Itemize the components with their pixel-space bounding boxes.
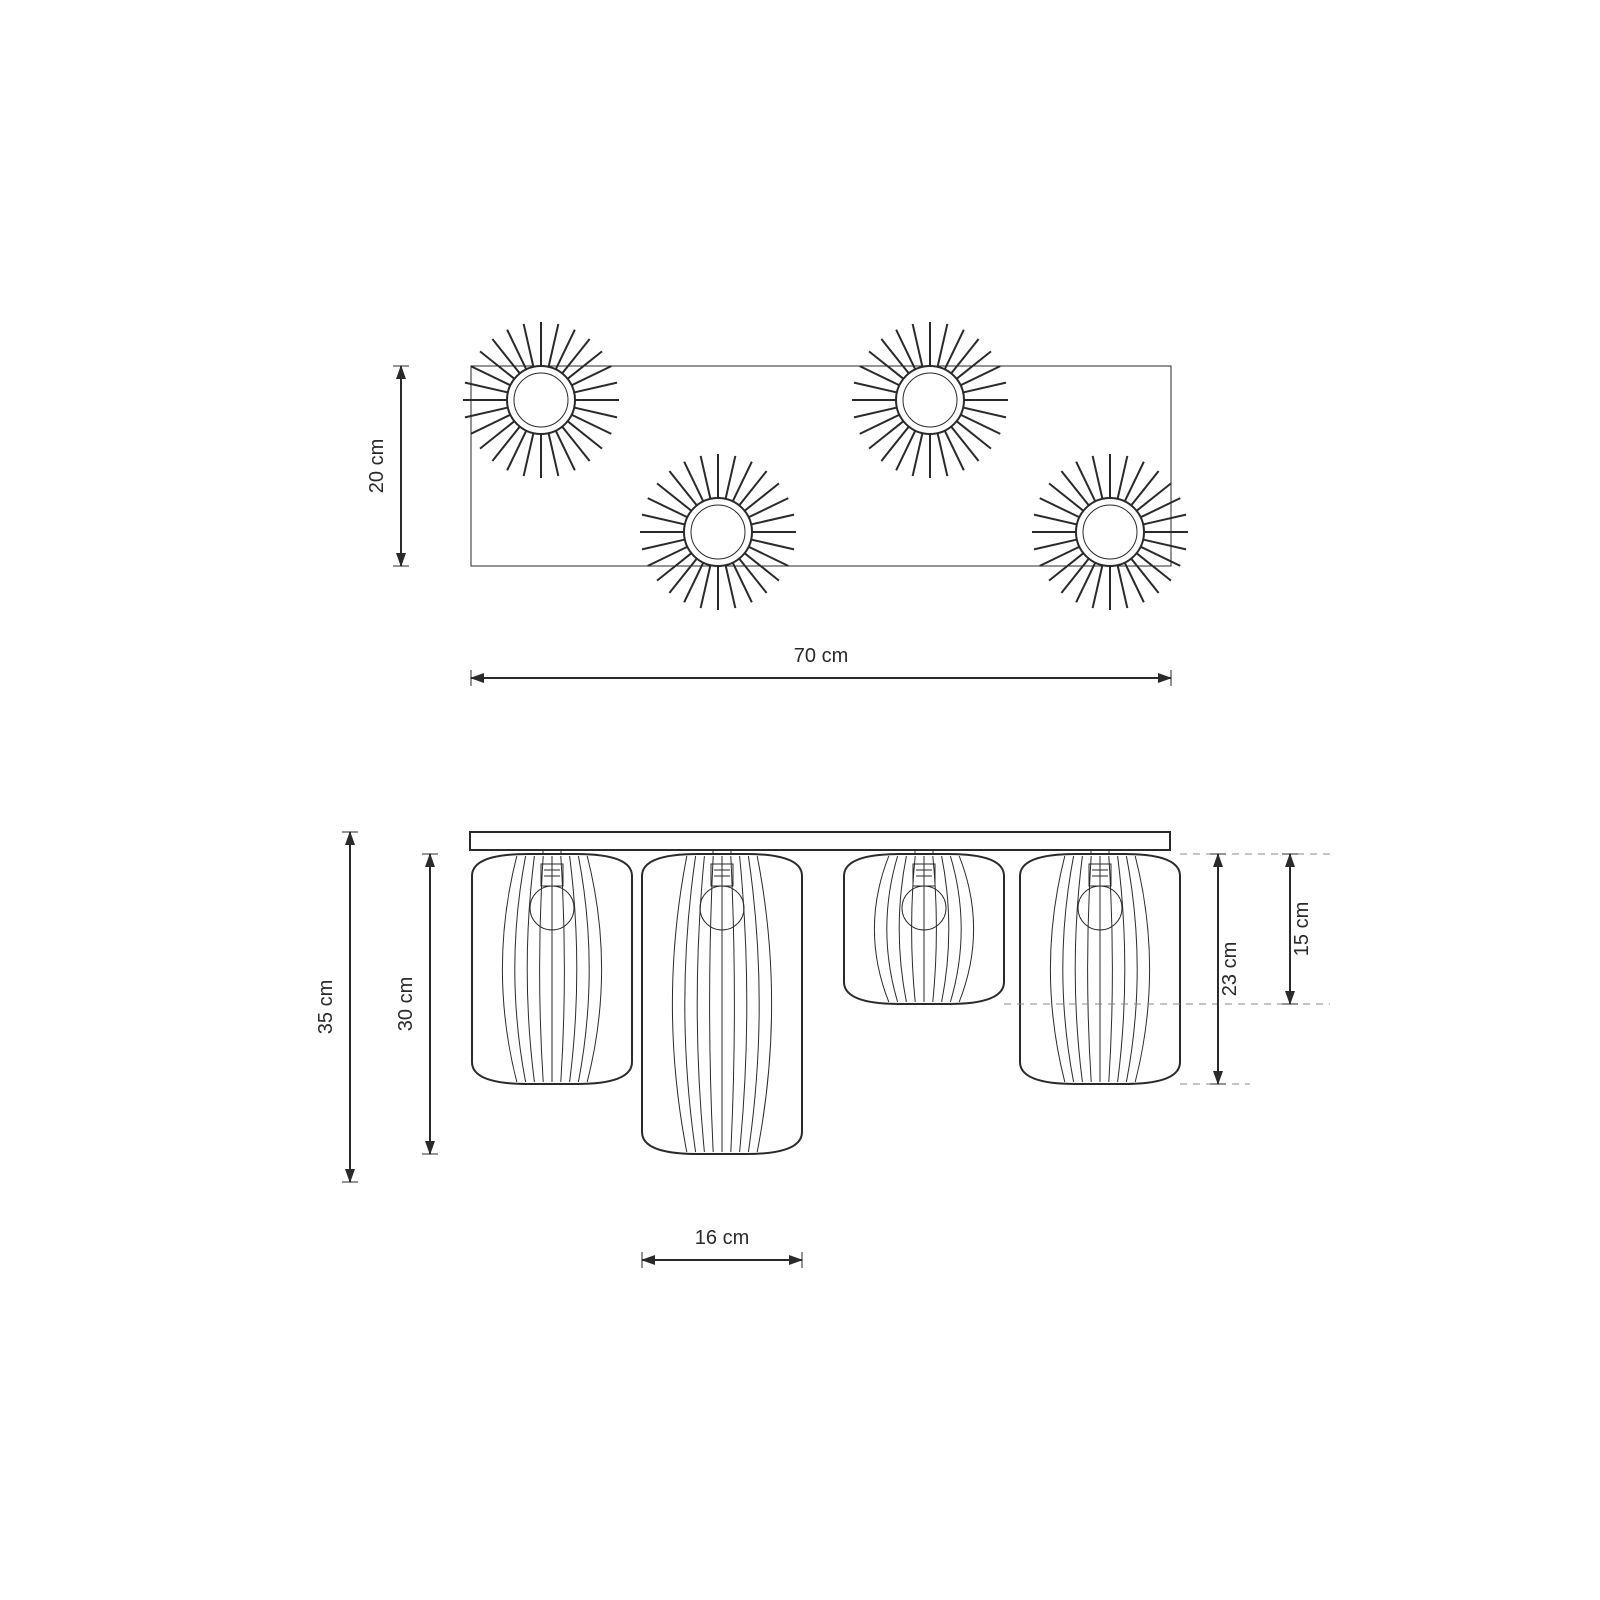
dim-height: 15 cm bbox=[1291, 902, 1313, 956]
top-lamp bbox=[640, 454, 796, 610]
dim-width-16: 16 cm bbox=[695, 1227, 749, 1249]
lamp-shade bbox=[844, 850, 1004, 1004]
dim-width-70: 70 cm bbox=[794, 645, 848, 667]
dim-height: 35 cm bbox=[315, 980, 337, 1034]
lamp-shade bbox=[472, 850, 632, 1084]
side-view bbox=[470, 832, 1330, 1154]
top-lamp bbox=[463, 322, 619, 478]
top-lamp bbox=[852, 322, 1008, 478]
top-lamp bbox=[1032, 454, 1188, 610]
lamp-shade bbox=[642, 850, 802, 1154]
dim-depth: 20 cm bbox=[366, 439, 388, 493]
top-view bbox=[463, 322, 1188, 610]
dim-height: 30 cm bbox=[395, 977, 417, 1031]
technical-drawing: 20 cm 70 cm 35 cm 30 cm 23 cm 15 cm 16 cm bbox=[0, 0, 1600, 1600]
dim-height: 23 cm bbox=[1219, 942, 1241, 996]
lamp-shade bbox=[1020, 850, 1180, 1084]
